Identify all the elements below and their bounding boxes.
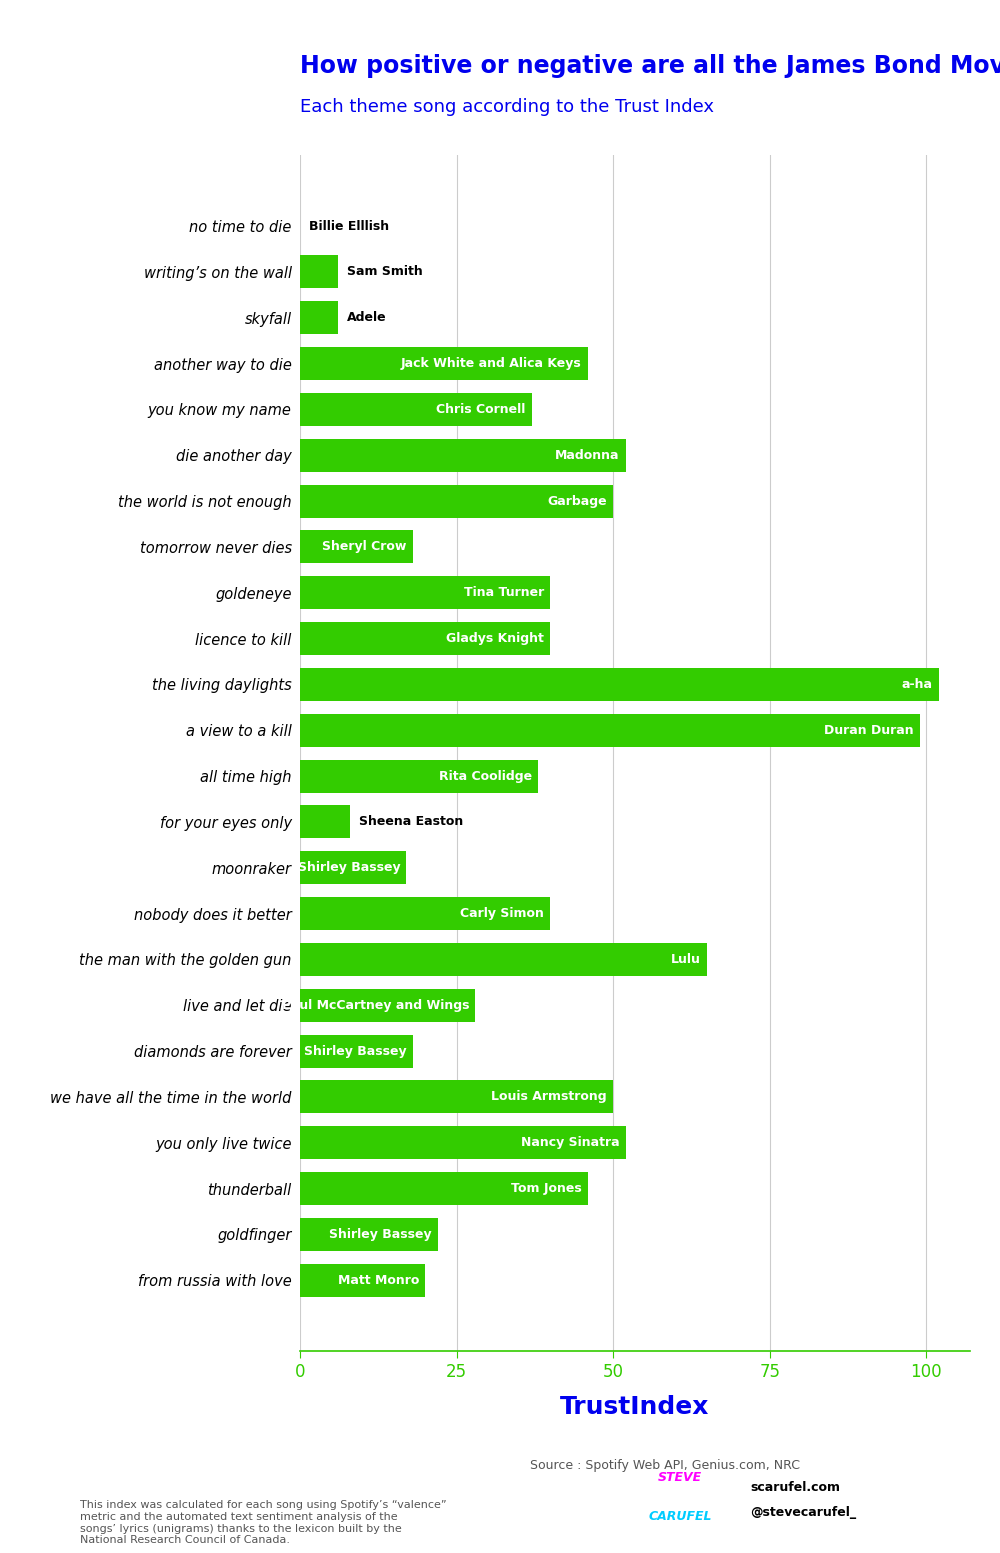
Text: Shirley Bassey: Shirley Bassey — [298, 862, 400, 874]
Text: Sam Smith: Sam Smith — [347, 266, 423, 278]
Bar — [300, 1173, 588, 1205]
Bar — [300, 256, 338, 289]
Bar — [300, 393, 532, 426]
Bar — [300, 531, 413, 564]
Text: Shirley Bassey: Shirley Bassey — [304, 1045, 406, 1058]
Bar — [300, 1126, 626, 1159]
Bar — [300, 576, 550, 609]
Text: Nancy Sinatra: Nancy Sinatra — [521, 1137, 619, 1149]
X-axis label: TrustIndex: TrustIndex — [560, 1395, 710, 1419]
Bar — [300, 851, 406, 884]
Text: Sheryl Crow: Sheryl Crow — [322, 540, 406, 553]
Bar — [300, 348, 588, 380]
Text: How positive or negative are all the James Bond Movie Themes?: How positive or negative are all the Jam… — [300, 54, 1000, 78]
Bar — [300, 301, 338, 334]
Bar — [300, 714, 920, 747]
Bar — [300, 1034, 413, 1067]
Bar — [300, 989, 475, 1022]
Text: Lulu: Lulu — [671, 954, 701, 966]
Bar — [300, 485, 613, 517]
Bar — [300, 898, 550, 930]
Text: Matt Monro: Matt Monro — [338, 1273, 419, 1287]
Text: Billie Elllish: Billie Elllish — [309, 219, 390, 233]
Bar — [300, 1081, 613, 1114]
Text: This index was calculated for each song using Spotify’s “valence”
metric and the: This index was calculated for each song … — [80, 1500, 447, 1545]
Text: Shirley Bassey: Shirley Bassey — [329, 1228, 431, 1241]
Text: Duran Duran: Duran Duran — [824, 724, 914, 736]
Text: Sheena Easton: Sheena Easton — [359, 815, 464, 828]
Bar — [300, 439, 626, 472]
Text: Paul McCartney and Wings: Paul McCartney and Wings — [282, 999, 469, 1011]
Text: Gladys Knight: Gladys Knight — [446, 632, 544, 644]
Bar — [300, 806, 350, 839]
Text: Source : Spotify Web API, Genius.com, NRC: Source : Spotify Web API, Genius.com, NR… — [530, 1460, 800, 1472]
Bar — [300, 1264, 425, 1297]
Bar — [300, 623, 550, 655]
Text: @stevecarufel_: @stevecarufel_ — [750, 1506, 856, 1519]
Text: Louis Armstrong: Louis Armstrong — [491, 1090, 607, 1104]
Text: CARUFEL: CARUFEL — [648, 1510, 712, 1522]
Text: Rita Coolidge: Rita Coolidge — [439, 770, 532, 783]
Text: Garbage: Garbage — [547, 495, 607, 508]
Text: Madonna: Madonna — [555, 449, 619, 461]
Text: scarufel.com: scarufel.com — [750, 1482, 840, 1494]
Text: Tina Turner: Tina Turner — [464, 587, 544, 599]
Text: Jack White and Alica Keys: Jack White and Alica Keys — [401, 357, 582, 370]
Bar — [300, 759, 538, 792]
Text: a-ha: a-ha — [901, 679, 932, 691]
Bar — [300, 1218, 438, 1250]
Text: Carly Simon: Carly Simon — [460, 907, 544, 919]
Text: Chris Cornell: Chris Cornell — [436, 402, 525, 416]
Bar — [300, 943, 707, 975]
Bar — [300, 668, 939, 700]
Text: STEVE: STEVE — [658, 1471, 702, 1485]
Text: Tom Jones: Tom Jones — [511, 1182, 582, 1196]
Text: Each theme song according to the Trust Index: Each theme song according to the Trust I… — [300, 98, 714, 116]
Text: Adele: Adele — [347, 311, 387, 325]
